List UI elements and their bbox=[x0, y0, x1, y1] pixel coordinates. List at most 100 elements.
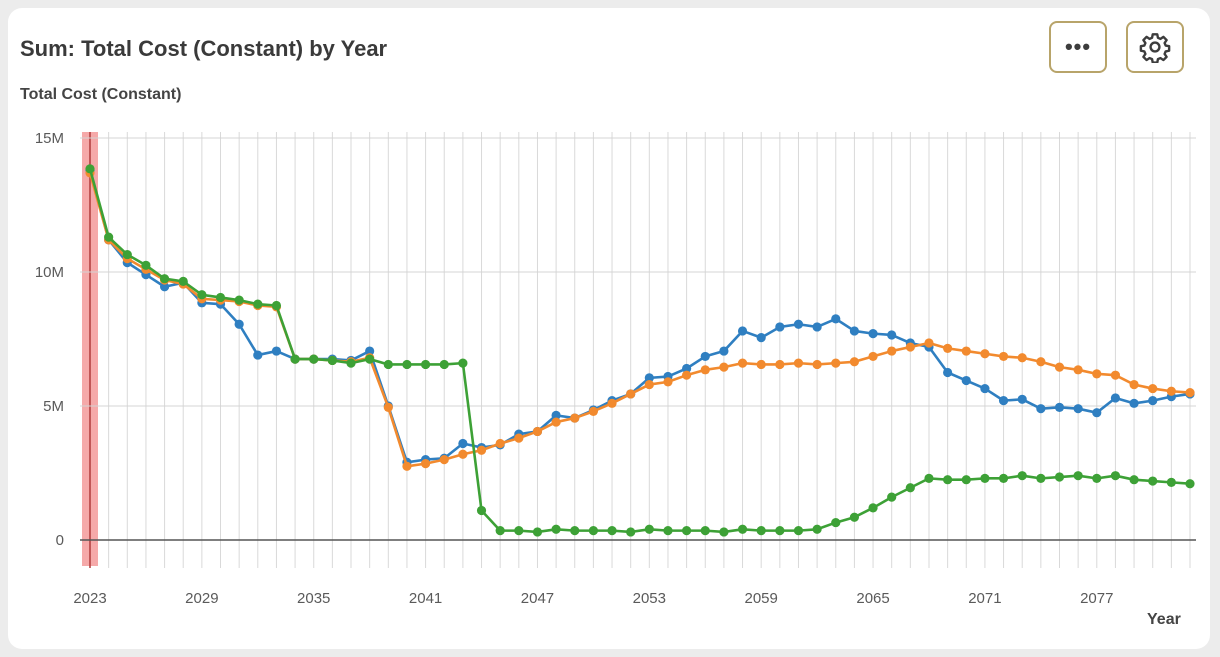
y-tick-label: 10M bbox=[35, 264, 64, 281]
data-point bbox=[998, 396, 1009, 406]
data-point bbox=[961, 346, 971, 356]
data-point bbox=[700, 526, 710, 536]
data-point bbox=[1054, 362, 1065, 372]
data-point bbox=[943, 367, 953, 378]
chart-title: Sum: Total Cost (Constant) by Year bbox=[20, 36, 388, 61]
data-point bbox=[551, 524, 561, 534]
data-point bbox=[831, 358, 841, 368]
data-point bbox=[495, 438, 505, 449]
data-point bbox=[644, 379, 654, 390]
data-point bbox=[644, 524, 654, 534]
data-point bbox=[719, 527, 729, 537]
data-point bbox=[570, 413, 580, 423]
data-point bbox=[812, 322, 822, 332]
data-point bbox=[1054, 402, 1065, 412]
series-line bbox=[88, 169, 1191, 464]
data-point bbox=[682, 526, 692, 536]
data-point bbox=[737, 358, 748, 368]
x-tick-label: 2023 bbox=[73, 590, 106, 607]
data-point bbox=[458, 449, 468, 459]
data-point bbox=[775, 526, 785, 536]
data-point bbox=[1110, 393, 1121, 403]
data-point bbox=[514, 433, 524, 443]
data-point bbox=[1036, 473, 1046, 483]
y-tick-label: 5M bbox=[43, 398, 64, 415]
data-point bbox=[1036, 404, 1046, 414]
data-point bbox=[682, 370, 692, 380]
data-point bbox=[737, 524, 748, 534]
data-point bbox=[1092, 408, 1102, 418]
data-point bbox=[849, 326, 860, 336]
data-point bbox=[775, 359, 785, 370]
data-point bbox=[868, 351, 878, 362]
data-point bbox=[1185, 479, 1195, 489]
data-point bbox=[159, 274, 170, 284]
data-point bbox=[1185, 388, 1195, 398]
data-point bbox=[793, 526, 804, 536]
data-point bbox=[607, 398, 617, 408]
data-point bbox=[1073, 404, 1083, 414]
data-point bbox=[700, 351, 710, 362]
data-point bbox=[775, 322, 785, 332]
data-point bbox=[570, 526, 580, 536]
data-point bbox=[849, 512, 860, 522]
more-options-button[interactable]: ••• bbox=[1049, 21, 1107, 73]
y-tick-label: 0 bbox=[56, 532, 64, 549]
data-point bbox=[1129, 398, 1139, 408]
data-point bbox=[980, 349, 990, 359]
data-point bbox=[756, 333, 766, 343]
data-point bbox=[1166, 477, 1176, 487]
data-point bbox=[1129, 475, 1139, 485]
data-point bbox=[887, 346, 897, 356]
data-point bbox=[290, 354, 300, 364]
data-point bbox=[532, 527, 543, 537]
data-point bbox=[327, 355, 337, 366]
data-point bbox=[737, 326, 748, 336]
data-point bbox=[1073, 365, 1083, 375]
data-point bbox=[271, 346, 282, 356]
data-point bbox=[868, 503, 878, 513]
data-point bbox=[887, 492, 897, 502]
data-point bbox=[1017, 471, 1027, 481]
data-point bbox=[420, 359, 431, 370]
data-point bbox=[644, 373, 654, 383]
data-point bbox=[439, 455, 449, 465]
data-point bbox=[402, 461, 412, 471]
data-point bbox=[402, 359, 412, 370]
data-point bbox=[961, 375, 971, 386]
x-tick-label: 2047 bbox=[521, 590, 554, 607]
x-tick-label: 2053 bbox=[633, 590, 666, 607]
data-point bbox=[980, 473, 990, 483]
data-point bbox=[1110, 370, 1121, 380]
data-point bbox=[253, 350, 263, 360]
data-point bbox=[234, 295, 244, 305]
settings-button[interactable] bbox=[1126, 21, 1184, 73]
data-point bbox=[831, 314, 841, 324]
data-point bbox=[234, 319, 244, 329]
data-point bbox=[1036, 357, 1046, 367]
data-point bbox=[271, 300, 282, 311]
data-point bbox=[346, 358, 356, 368]
data-point bbox=[1092, 473, 1102, 483]
data-point bbox=[756, 526, 766, 536]
data-point bbox=[476, 505, 487, 516]
x-tick-label: 2035 bbox=[297, 590, 330, 607]
ellipsis-icon: ••• bbox=[1064, 34, 1092, 59]
x-tick-label: 2071 bbox=[968, 590, 1001, 607]
data-point bbox=[1017, 394, 1027, 404]
y-axis-label: Total Cost (Constant) bbox=[20, 86, 182, 103]
data-point bbox=[961, 475, 971, 485]
data-point bbox=[178, 276, 188, 286]
data-point bbox=[253, 299, 263, 309]
data-point bbox=[887, 330, 897, 340]
data-point bbox=[458, 358, 468, 368]
x-axis-label: Year bbox=[1147, 611, 1181, 628]
data-point bbox=[756, 359, 766, 370]
data-point bbox=[924, 473, 934, 483]
data-point bbox=[943, 475, 953, 485]
data-point bbox=[1017, 353, 1027, 363]
data-point bbox=[998, 351, 1009, 362]
y-tick-label: 15M bbox=[35, 130, 64, 147]
data-point bbox=[122, 249, 132, 260]
data-point bbox=[924, 338, 934, 348]
